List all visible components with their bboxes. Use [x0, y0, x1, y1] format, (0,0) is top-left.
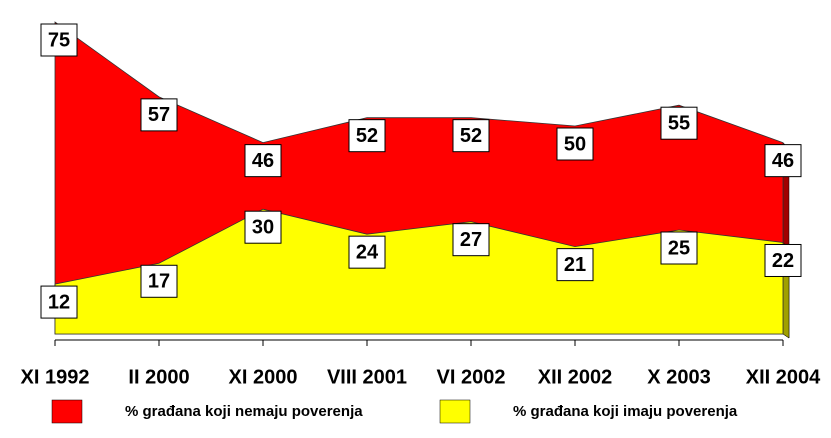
- legend-label: % građana koji imaju poverenja: [513, 403, 738, 420]
- data-label-box: [244, 144, 282, 178]
- data-label-box: [764, 243, 802, 277]
- data-label-box: [348, 235, 386, 269]
- legend-swatch: [51, 399, 83, 424]
- data-label-box: [140, 264, 178, 298]
- data-label: 52: [356, 125, 378, 147]
- data-label: 21: [564, 254, 586, 276]
- legend-swatch: [439, 399, 471, 424]
- x-tick-label: X 2003: [647, 366, 710, 388]
- data-label: 57: [148, 104, 170, 126]
- x-tick-label: VIII 2001: [327, 366, 407, 388]
- x-tick-label: XII 2004: [746, 366, 821, 388]
- x-tick-label: II 2000: [128, 366, 189, 388]
- data-label-box: [660, 231, 698, 265]
- x-tick-label: XI 1992: [21, 366, 90, 388]
- data-label: 30: [252, 216, 274, 238]
- data-label-box: [348, 119, 386, 153]
- data-label: 17: [148, 271, 170, 293]
- data-label: 12: [48, 291, 70, 313]
- data-label: 46: [252, 150, 274, 172]
- data-label-box: [556, 127, 594, 161]
- data-label: 46: [772, 150, 794, 172]
- data-label-box: [244, 210, 282, 244]
- data-label-box: [140, 98, 178, 132]
- data-label: 27: [460, 229, 482, 251]
- data-label-box: [452, 223, 490, 257]
- data-label-box: [556, 248, 594, 282]
- data-label-box: [40, 285, 78, 319]
- data-label: 55: [668, 112, 690, 134]
- x-tick-label: XII 2002: [538, 366, 613, 388]
- data-label-box: [40, 23, 78, 57]
- data-label: 52: [460, 125, 482, 147]
- data-label: 50: [564, 133, 586, 155]
- x-tick-label: VI 2002: [437, 366, 506, 388]
- data-label: 75: [48, 29, 70, 51]
- x-tick-label: XI 2000: [229, 366, 298, 388]
- data-label: 25: [668, 237, 690, 259]
- data-label-box: [764, 144, 802, 178]
- data-label-box: [452, 119, 490, 153]
- data-label: 22: [772, 250, 794, 272]
- data-label: 24: [356, 241, 379, 263]
- data-label-box: [660, 106, 698, 140]
- legend-label: % građana koji nemaju poverenja: [125, 403, 363, 420]
